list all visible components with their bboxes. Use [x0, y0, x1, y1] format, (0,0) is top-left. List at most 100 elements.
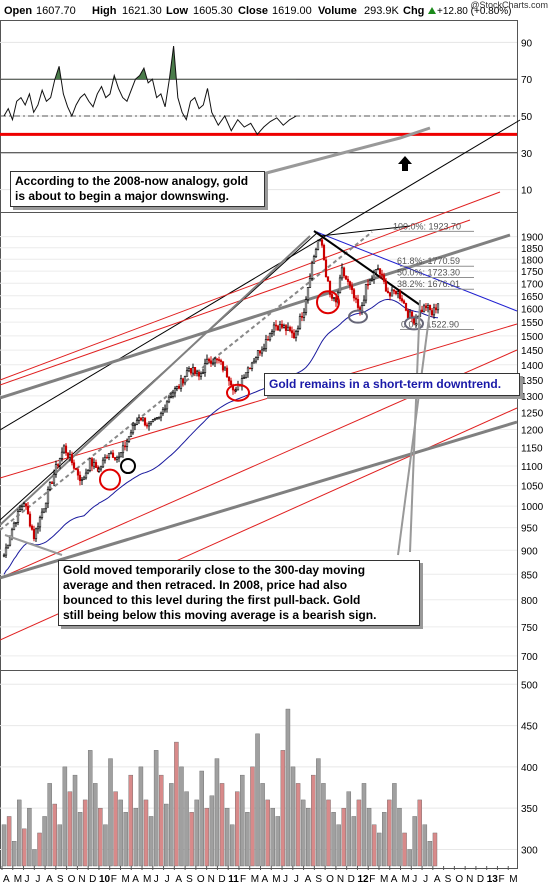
candle-body: [90, 458, 94, 467]
chg-label: Chg: [403, 5, 424, 17]
volume-bar: [311, 774, 316, 867]
candle-body: [298, 315, 302, 329]
candle-body: [302, 312, 306, 318]
candle-body: [350, 285, 354, 291]
fib-level-label: 50.0%: 1723.30: [397, 268, 460, 278]
x-axis-label: A: [132, 874, 139, 885]
candle-body: [149, 421, 153, 425]
volume-bar: [361, 783, 367, 867]
low-value: 1605.30: [193, 5, 233, 17]
candle-body: [402, 300, 406, 304]
price-tick-label: 1150: [521, 443, 543, 454]
volume-bar: [153, 750, 159, 867]
volume-bar: [11, 841, 17, 867]
candle-body: [426, 305, 430, 309]
channel-upper-black-line: [0, 119, 521, 431]
candle-body: [88, 458, 92, 471]
volume-bar: [295, 783, 301, 867]
candle-body: [272, 324, 276, 333]
volume-bar: [148, 816, 154, 867]
candle-body: [50, 482, 54, 484]
gray-trendline-1: [0, 233, 511, 400]
candle-body: [137, 417, 141, 421]
candle-body: [92, 462, 96, 467]
volume-bar: [341, 807, 346, 867]
candle-body: [268, 332, 272, 341]
candle-body: [304, 299, 308, 313]
candle-body: [262, 348, 266, 351]
note3-leader-b: [397, 309, 431, 556]
pullback-circle-6: [404, 316, 424, 331]
moving-average-line: [3, 298, 439, 575]
x-axis-label: O: [197, 874, 205, 885]
candle-body: [183, 375, 187, 384]
x-axis-label: O: [326, 874, 334, 885]
candle-body: [155, 417, 159, 419]
price-tick-label: 1300: [521, 392, 544, 403]
x-axis-label: F: [240, 874, 246, 885]
volume-bar: [103, 824, 108, 867]
fib-level-label: 100.0%: 1923.70: [393, 221, 461, 231]
candle-body: [40, 511, 44, 518]
candle-body: [68, 454, 72, 458]
gray-trendline-3: [0, 420, 518, 580]
candle-body: [201, 372, 205, 375]
candle-body: [8, 537, 12, 546]
candle-body: [342, 267, 346, 277]
candle-body: [64, 445, 68, 454]
candle-body: [388, 292, 392, 297]
candle-body: [121, 445, 125, 454]
x-axis-label: M: [380, 874, 388, 885]
volume-bar: [285, 708, 291, 867]
volume-bar: [300, 799, 306, 867]
price-tick-label: 1100: [521, 462, 543, 473]
candle-body: [127, 436, 131, 442]
candle-body: [72, 462, 76, 469]
candle-body: [209, 360, 213, 364]
candle-body: [284, 325, 288, 331]
x-axis-label: F: [498, 874, 504, 885]
volume-bar: [255, 733, 260, 867]
candle-body: [207, 358, 211, 362]
candle-body: [145, 424, 149, 427]
price-tick-label: 1850: [521, 244, 544, 255]
candle-body: [248, 367, 252, 370]
volume-bar: [305, 807, 311, 867]
candle-body: [422, 305, 426, 313]
volume-bar: [382, 812, 387, 867]
x-axis-label: M: [509, 874, 517, 885]
candle-body: [221, 361, 225, 371]
candle-body: [380, 273, 384, 276]
candle-body: [236, 384, 240, 391]
volume-bar: [321, 783, 326, 867]
x-axis-label: A: [391, 874, 398, 885]
candle-body: [344, 275, 348, 280]
candle-body: [436, 303, 440, 311]
note-downtrend: Gold remains in a short-term downtrend.: [264, 373, 520, 396]
candle-body: [406, 310, 410, 319]
rsi-line: [3, 46, 297, 136]
note-ma-line2: average and then retraced. In 2008, pric…: [63, 578, 348, 592]
candle-body: [266, 339, 270, 341]
volume-bar: [158, 774, 164, 867]
candle-body: [296, 327, 300, 332]
volume-tick-label: 300: [521, 845, 538, 856]
candle-body: [294, 331, 298, 339]
candle-body: [169, 396, 173, 398]
candle-body: [2, 554, 6, 557]
x-axis-label: J: [283, 874, 288, 885]
candle-body: [175, 385, 179, 389]
volume-bar: [113, 791, 118, 867]
x-axis-label: M: [402, 874, 410, 885]
volume-bar: [250, 766, 255, 867]
candle-body: [165, 401, 169, 410]
price-tick-label: 1800: [521, 255, 544, 266]
candle-body: [6, 544, 10, 549]
candle-body: [167, 396, 171, 403]
volume-bar: [199, 770, 204, 867]
candle-body: [316, 240, 320, 250]
volume-bar: [356, 799, 362, 867]
volume-bar: [417, 799, 422, 867]
volume-bar: [229, 824, 235, 867]
price-tick-label: 750: [521, 623, 538, 634]
